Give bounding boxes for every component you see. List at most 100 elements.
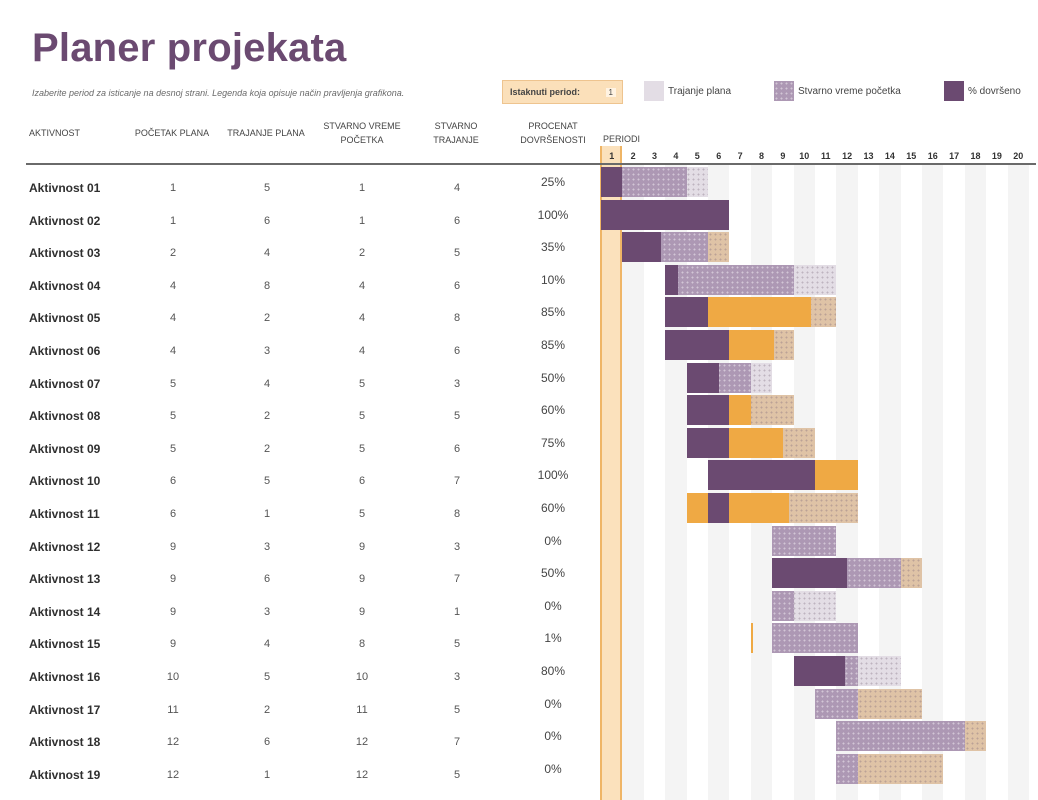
actual-start-cell: 4 — [358, 279, 366, 292]
actual-duration-cell: 6 — [453, 442, 461, 455]
period-number: 18 — [970, 151, 981, 161]
plan-duration-cell: 5 — [263, 475, 271, 488]
percent-complete-cell: 0% — [544, 598, 562, 613]
percent-complete-cell: 85% — [540, 305, 566, 320]
plan-duration-cell: 3 — [263, 540, 271, 553]
activity-name: Aktivnost 01 — [29, 181, 101, 195]
plan-duration-cell: 2 — [263, 410, 271, 423]
plan-duration-cell: 4 — [263, 638, 271, 651]
actual-start-cell: 11 — [356, 703, 368, 716]
activity-name: Aktivnost 08 — [29, 409, 101, 424]
plan-duration-cell: 1 — [263, 508, 271, 520]
complete-bar — [622, 232, 661, 263]
activity-name: Aktivnost 11 — [29, 507, 100, 521]
actual-beyond-plan-bar — [964, 721, 987, 752]
period-number: 20 — [1013, 151, 1024, 161]
plan-start-cell: 9 — [169, 540, 177, 553]
header-percent: PROCENAT DOVRŠENOSTI — [508, 119, 598, 147]
period-column-stripe — [622, 165, 644, 800]
plan-duration-cell: 3 — [263, 605, 271, 618]
complete-bar — [772, 558, 848, 589]
highlight-period-box[interactable]: Istaknuti period: 1 — [502, 80, 623, 104]
period-number: 2 — [630, 151, 636, 161]
plan-start-cell: 6 — [169, 508, 177, 520]
actual-bar — [836, 721, 965, 752]
percent-complete-cell: 35% — [540, 240, 566, 255]
actual-duration-cell: 3 — [453, 671, 461, 683]
activity-name: Aktivnost 09 — [29, 441, 101, 456]
period-number: 14 — [884, 151, 895, 161]
plan-duration-cell: 4 — [263, 377, 271, 390]
complete-bar — [665, 330, 730, 360]
actual-start-cell: 12 — [355, 768, 369, 781]
period-number: 6 — [716, 151, 722, 161]
percent-complete-cell: 0% — [544, 761, 562, 776]
header-actual-duration: STVARNO TRAJANJE — [415, 119, 497, 147]
percent-complete-cell: 100% — [537, 468, 569, 483]
period-number: 7 — [737, 151, 743, 161]
period-column-stripe — [922, 165, 944, 800]
actual-start-cell: 4 — [358, 312, 366, 325]
plan-duration-cell: 5 — [263, 182, 271, 194]
actual-start-cell: 9 — [358, 573, 366, 586]
actual-beyond-plan-bar — [857, 688, 922, 719]
percent-complete-cell: 75% — [540, 435, 566, 450]
plan-start-cell: 5 — [169, 442, 177, 455]
plan-duration-cell: 2 — [263, 442, 271, 455]
complete-bar — [708, 460, 815, 491]
actual-start-cell: 12 — [355, 736, 369, 749]
complete-beyond-plan-bar — [750, 623, 753, 654]
activity-name: Aktivnost 17 — [29, 702, 101, 717]
plan-start-cell: 1 — [169, 214, 177, 227]
period-number: 8 — [758, 151, 764, 161]
plan-duration-cell: 1 — [263, 768, 271, 781]
activity-name: Aktivnost 02 — [29, 213, 101, 228]
period-number: 13 — [863, 151, 874, 161]
percent-complete-cell: 85% — [540, 338, 566, 352]
plan-start-cell: 12 — [166, 736, 180, 749]
activity-name: Aktivnost 12 — [29, 539, 101, 554]
percent-complete-cell: 50% — [540, 566, 566, 581]
activity-name: Aktivnost 07 — [29, 376, 101, 391]
legend-swatch-complete — [944, 81, 964, 101]
percent-complete-cell: 60% — [540, 501, 566, 515]
actual-duration-cell: 4 — [453, 182, 461, 194]
complete-beyond-plan-bar — [729, 493, 790, 523]
activity-name: Aktivnost 10 — [29, 474, 101, 489]
complete-bar — [665, 297, 708, 328]
actual-start-cell: 2 — [358, 247, 366, 260]
period-number: 17 — [949, 151, 960, 161]
percent-complete-cell: 1% — [544, 631, 562, 646]
complete-beyond-plan-bar — [729, 330, 775, 360]
header-actual-start-line1: STVARNO VREME — [323, 121, 401, 131]
actual-duration-cell: 8 — [453, 508, 461, 520]
highlight-period-input[interactable]: 1 — [605, 88, 616, 97]
complete-beyond-plan-bar — [729, 395, 751, 426]
actual-start-cell: 5 — [358, 410, 366, 423]
actual-start-cell: 1 — [358, 182, 366, 194]
period-number: 11 — [820, 151, 831, 161]
period-number: 9 — [780, 151, 786, 161]
complete-beyond-plan-bar — [815, 460, 858, 491]
plan-start-cell: 4 — [169, 279, 177, 292]
activity-name: Aktivnost 14 — [29, 604, 101, 619]
percent-complete-cell: 0% — [544, 533, 562, 548]
plan-duration-cell: 6 — [263, 573, 271, 586]
percent-complete-cell: 0% — [544, 729, 562, 744]
activity-name: Aktivnost 19 — [29, 767, 101, 782]
header-plan-start: POČETAK PLANA — [134, 128, 210, 138]
actual-start-cell: 5 — [358, 377, 366, 390]
activity-name: Aktivnost 03 — [29, 246, 101, 261]
plan-duration-cell: 6 — [263, 736, 271, 749]
activity-name: Aktivnost 05 — [29, 311, 101, 326]
actual-bar — [772, 525, 837, 556]
period-number: 15 — [906, 151, 917, 161]
actual-beyond-plan-bar — [857, 753, 944, 784]
header-actual-duration-line2: TRAJANJE — [433, 135, 479, 145]
period-number: 16 — [927, 151, 938, 161]
activity-name: Aktivnost 18 — [29, 735, 101, 750]
complete-bar — [686, 427, 730, 458]
page-title: Planer projekata — [32, 26, 347, 70]
actual-bar — [815, 688, 858, 719]
percent-complete-cell: 0% — [544, 696, 562, 711]
